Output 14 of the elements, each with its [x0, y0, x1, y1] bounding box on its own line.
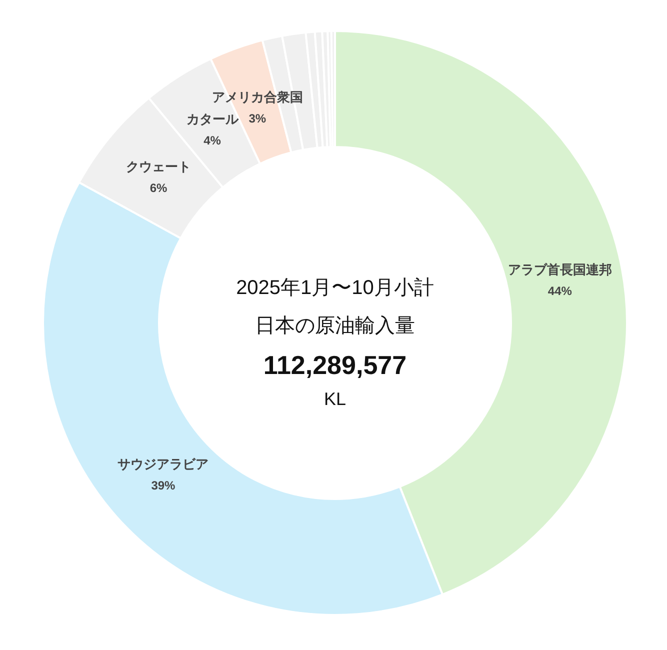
subtitle: 日本の原油輸入量 [255, 315, 415, 337]
slice-label: クウェート [126, 159, 192, 174]
slice-label: アメリカ合衆国 [212, 90, 303, 105]
annotation: KL [324, 389, 346, 409]
data-label: 44% [548, 284, 572, 298]
slice-label: サウジアラビア [118, 456, 209, 472]
slice-label: カタール [186, 112, 238, 127]
title: 2025年1月〜10月小計 [236, 277, 434, 299]
data-label: 4% [204, 134, 221, 148]
annotation: 112,289,577 [263, 350, 407, 380]
data-label: 6% [150, 181, 168, 196]
data-label: 39% [151, 478, 176, 492]
slice-label: アラブ首長国連邦 [508, 262, 612, 278]
data-label: 3% [248, 112, 266, 126]
